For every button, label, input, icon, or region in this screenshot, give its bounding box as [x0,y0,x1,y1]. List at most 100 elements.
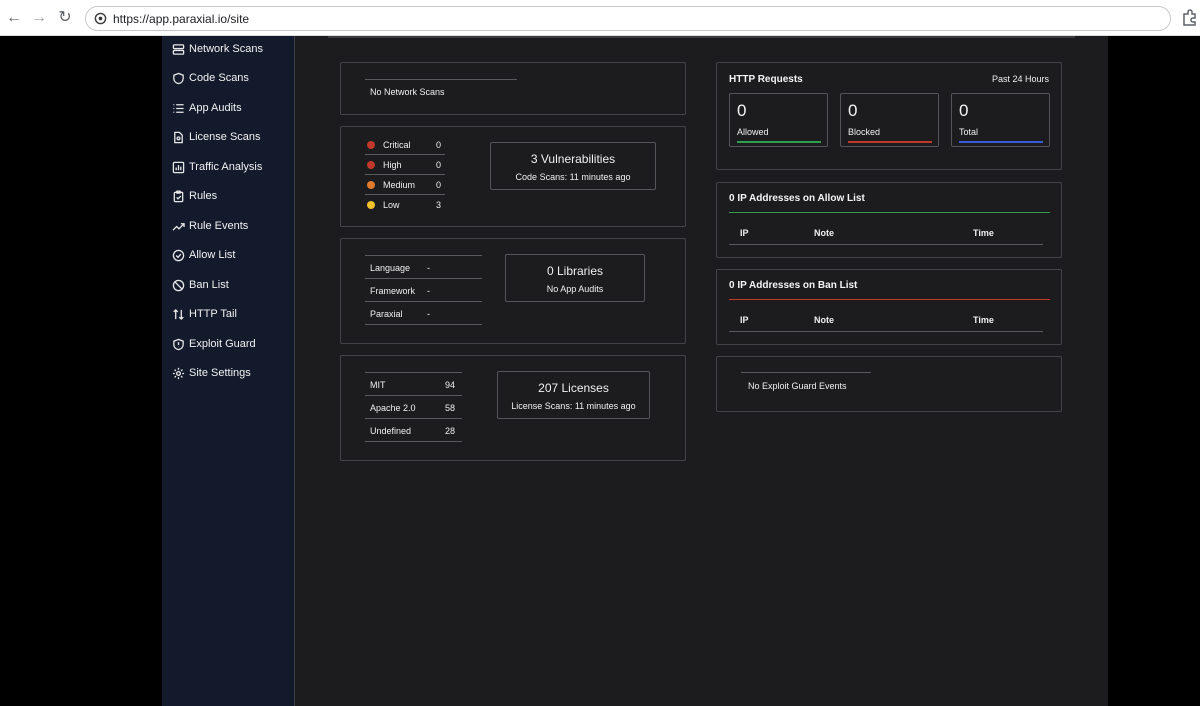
audit-row-label: Language [370,263,411,273]
divider [365,255,482,256]
divider [365,301,482,302]
sidebar-item-http-tail[interactable]: HTTP Tail [172,303,237,325]
divider [365,278,482,279]
browser-toolbar: ← → ↻ https://app.paraxial.io/site [0,0,1200,36]
license-row-value: 28 [445,426,456,436]
stat-label: Total [959,127,979,137]
server-icon [172,43,185,55]
divider [365,324,482,325]
list-icon [173,103,184,113]
network-scans-card: No Network Scans [340,62,686,115]
url-text[interactable]: https://app.paraxial.io/site [113,12,250,26]
severity-label: Medium [383,180,416,190]
stat-bar-blocked [848,141,932,143]
divider [741,372,871,373]
licenses-title: 207 Licenses [538,381,609,395]
column-header-time: Time [973,228,994,238]
license-row-label: MIT [370,380,386,390]
divider [365,194,445,195]
stat-allowed[interactable]: 0 Allowed [729,93,828,147]
audit-row-value: - [427,263,430,273]
stat-value: 0 [848,101,858,120]
bar-chart-icon [172,161,185,173]
app-audits-status: No App Audits [546,284,604,294]
severity-label: Low [383,200,400,210]
http-requests-title: HTTP Requests [729,74,803,85]
clipboard-icon [173,189,184,202]
severity-label: High [383,160,402,170]
sidebar-item-network-scans[interactable]: Network Scans [172,38,263,60]
license-row-value: 58 [445,403,456,413]
sidebar-item-label: App Audits [189,102,242,114]
check-circle-icon [172,249,185,261]
licenses-card: MIT 94 Apache 2.0 58 Undefined 28 207 Li… [340,355,686,461]
severity-count: 0 [436,160,442,170]
column-header-ip: IP [740,228,749,238]
license-row-label: Apache 2.0 [370,403,416,413]
license-row-label: Undefined [370,426,412,436]
audit-row-value: - [427,286,430,296]
sidebar-item-ban-list[interactable]: Ban List [172,274,229,296]
stat-value: 0 [959,101,969,120]
sidebar-item-code-scans[interactable]: Code Scans [172,67,249,89]
libraries-title: 0 Libraries [546,264,604,278]
exploit-guard-message: No Exploit Guard Events [748,381,847,391]
ban-list-title: 0 IP Addresses on Ban List [729,280,858,291]
vulnerabilities-summary[interactable]: 3 Vulnerabilities Code Scans: 11 minutes… [490,142,656,190]
ban-list-accent [729,299,1050,300]
allow-list-card: 0 IP Addresses on Allow List IP Note Tim… [716,182,1062,258]
file-icon [174,131,183,143]
stat-label: Blocked [848,127,881,137]
stat-value: 0 [737,101,747,120]
table-header-divider [729,331,1043,332]
reload-icon[interactable]: ↻ [58,9,72,26]
sidebar-item-allow-list[interactable]: Allow List [172,244,235,266]
severity-count: 0 [436,180,442,190]
sidebar-item-label: Traffic Analysis [189,161,263,173]
sidebar-item-exploit-guard[interactable]: Exploit Guard [172,333,256,355]
severity-count: 3 [436,200,442,210]
trending-icon [172,222,185,231]
column-header-ip: IP [740,315,749,325]
stat-bar-total [959,141,1043,143]
license-scans-timestamp: License Scans: 11 minutes ago [511,401,636,411]
stat-label: Allowed [737,127,769,137]
extensions-icon[interactable] [1180,8,1200,28]
ban-list-card: 0 IP Addresses on Ban List IP Note Time [716,269,1062,345]
sidebar-item-site-settings[interactable]: Site Settings [172,362,251,384]
back-icon[interactable]: ← [6,9,22,26]
site-info-icon[interactable] [94,12,107,25]
sidebar-item-label: Ban List [189,279,229,291]
arrows-icon [173,308,184,320]
stat-blocked[interactable]: 0 Blocked [840,93,939,147]
severity-dot-critical [367,141,375,149]
shield-icon [173,72,184,84]
divider [365,79,517,80]
http-requests-period: Past 24 Hours [991,74,1049,84]
sidebar: Network Scans Code Scans App Audits Lice… [162,36,295,706]
audit-row-label: Paraxial [370,309,403,319]
sidebar-item-rules[interactable]: Rules [172,185,217,207]
license-row-value: 94 [445,380,456,390]
divider [365,174,445,175]
sidebar-item-rule-events[interactable]: Rule Events [172,215,248,237]
sidebar-item-label: Code Scans [189,72,249,84]
licenses-summary[interactable]: 207 Licenses License Scans: 11 minutes a… [497,371,650,419]
vulnerabilities-title: 3 Vulnerabilities [530,152,616,166]
code-scans-timestamp: Code Scans: 11 minutes ago [515,172,631,182]
http-requests-card: HTTP Requests Past 24 Hours 0 Allowed 0 … [716,62,1062,170]
severity-dot-high [367,161,375,169]
divider [365,372,462,373]
stat-total[interactable]: 0 Total [951,93,1050,147]
app-frame: Network Scans Code Scans App Audits Lice… [162,36,1108,706]
divider [365,395,462,396]
sidebar-item-traffic-analysis[interactable]: Traffic Analysis [172,156,262,178]
stat-bar-allowed [737,141,821,143]
sidebar-item-label: HTTP Tail [189,308,237,320]
sidebar-item-license-scans[interactable]: License Scans [172,126,261,148]
forward-icon[interactable]: → [31,9,47,26]
libraries-summary[interactable]: 0 Libraries No App Audits [505,254,645,302]
address-bar[interactable]: https://app.paraxial.io/site [85,6,1171,31]
audit-row-value: - [427,309,430,319]
sidebar-item-app-audits[interactable]: App Audits [172,97,242,119]
